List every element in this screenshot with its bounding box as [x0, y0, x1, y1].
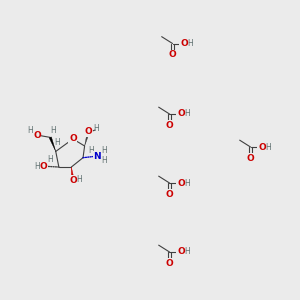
Text: O: O	[258, 142, 266, 152]
Text: O: O	[177, 110, 185, 118]
Text: O: O	[247, 154, 254, 163]
Text: O: O	[69, 134, 77, 143]
Text: O: O	[166, 259, 173, 268]
Text: O: O	[169, 50, 176, 59]
Text: O: O	[33, 130, 41, 140]
Polygon shape	[49, 137, 56, 152]
Text: H: H	[93, 124, 99, 133]
Polygon shape	[71, 167, 74, 181]
Text: O: O	[39, 162, 47, 171]
Text: H: H	[54, 138, 60, 147]
Text: O: O	[166, 121, 173, 130]
Text: H: H	[50, 126, 56, 135]
Text: H: H	[88, 146, 94, 155]
Text: H: H	[101, 146, 107, 155]
Text: H: H	[34, 162, 40, 171]
Text: H: H	[184, 110, 190, 118]
Text: H: H	[47, 155, 53, 164]
Text: O: O	[166, 190, 173, 199]
Polygon shape	[85, 132, 90, 146]
Text: H: H	[76, 175, 82, 184]
Text: H: H	[184, 178, 190, 188]
Text: H: H	[101, 155, 107, 164]
Text: H: H	[27, 126, 33, 135]
Text: H: H	[187, 39, 193, 48]
Text: O: O	[85, 128, 92, 136]
Text: O: O	[69, 176, 77, 185]
Text: H: H	[265, 142, 271, 152]
Text: O: O	[180, 39, 188, 48]
Text: O: O	[177, 248, 185, 256]
Text: O: O	[177, 178, 185, 188]
Text: H: H	[184, 248, 190, 256]
Text: N: N	[93, 152, 101, 160]
